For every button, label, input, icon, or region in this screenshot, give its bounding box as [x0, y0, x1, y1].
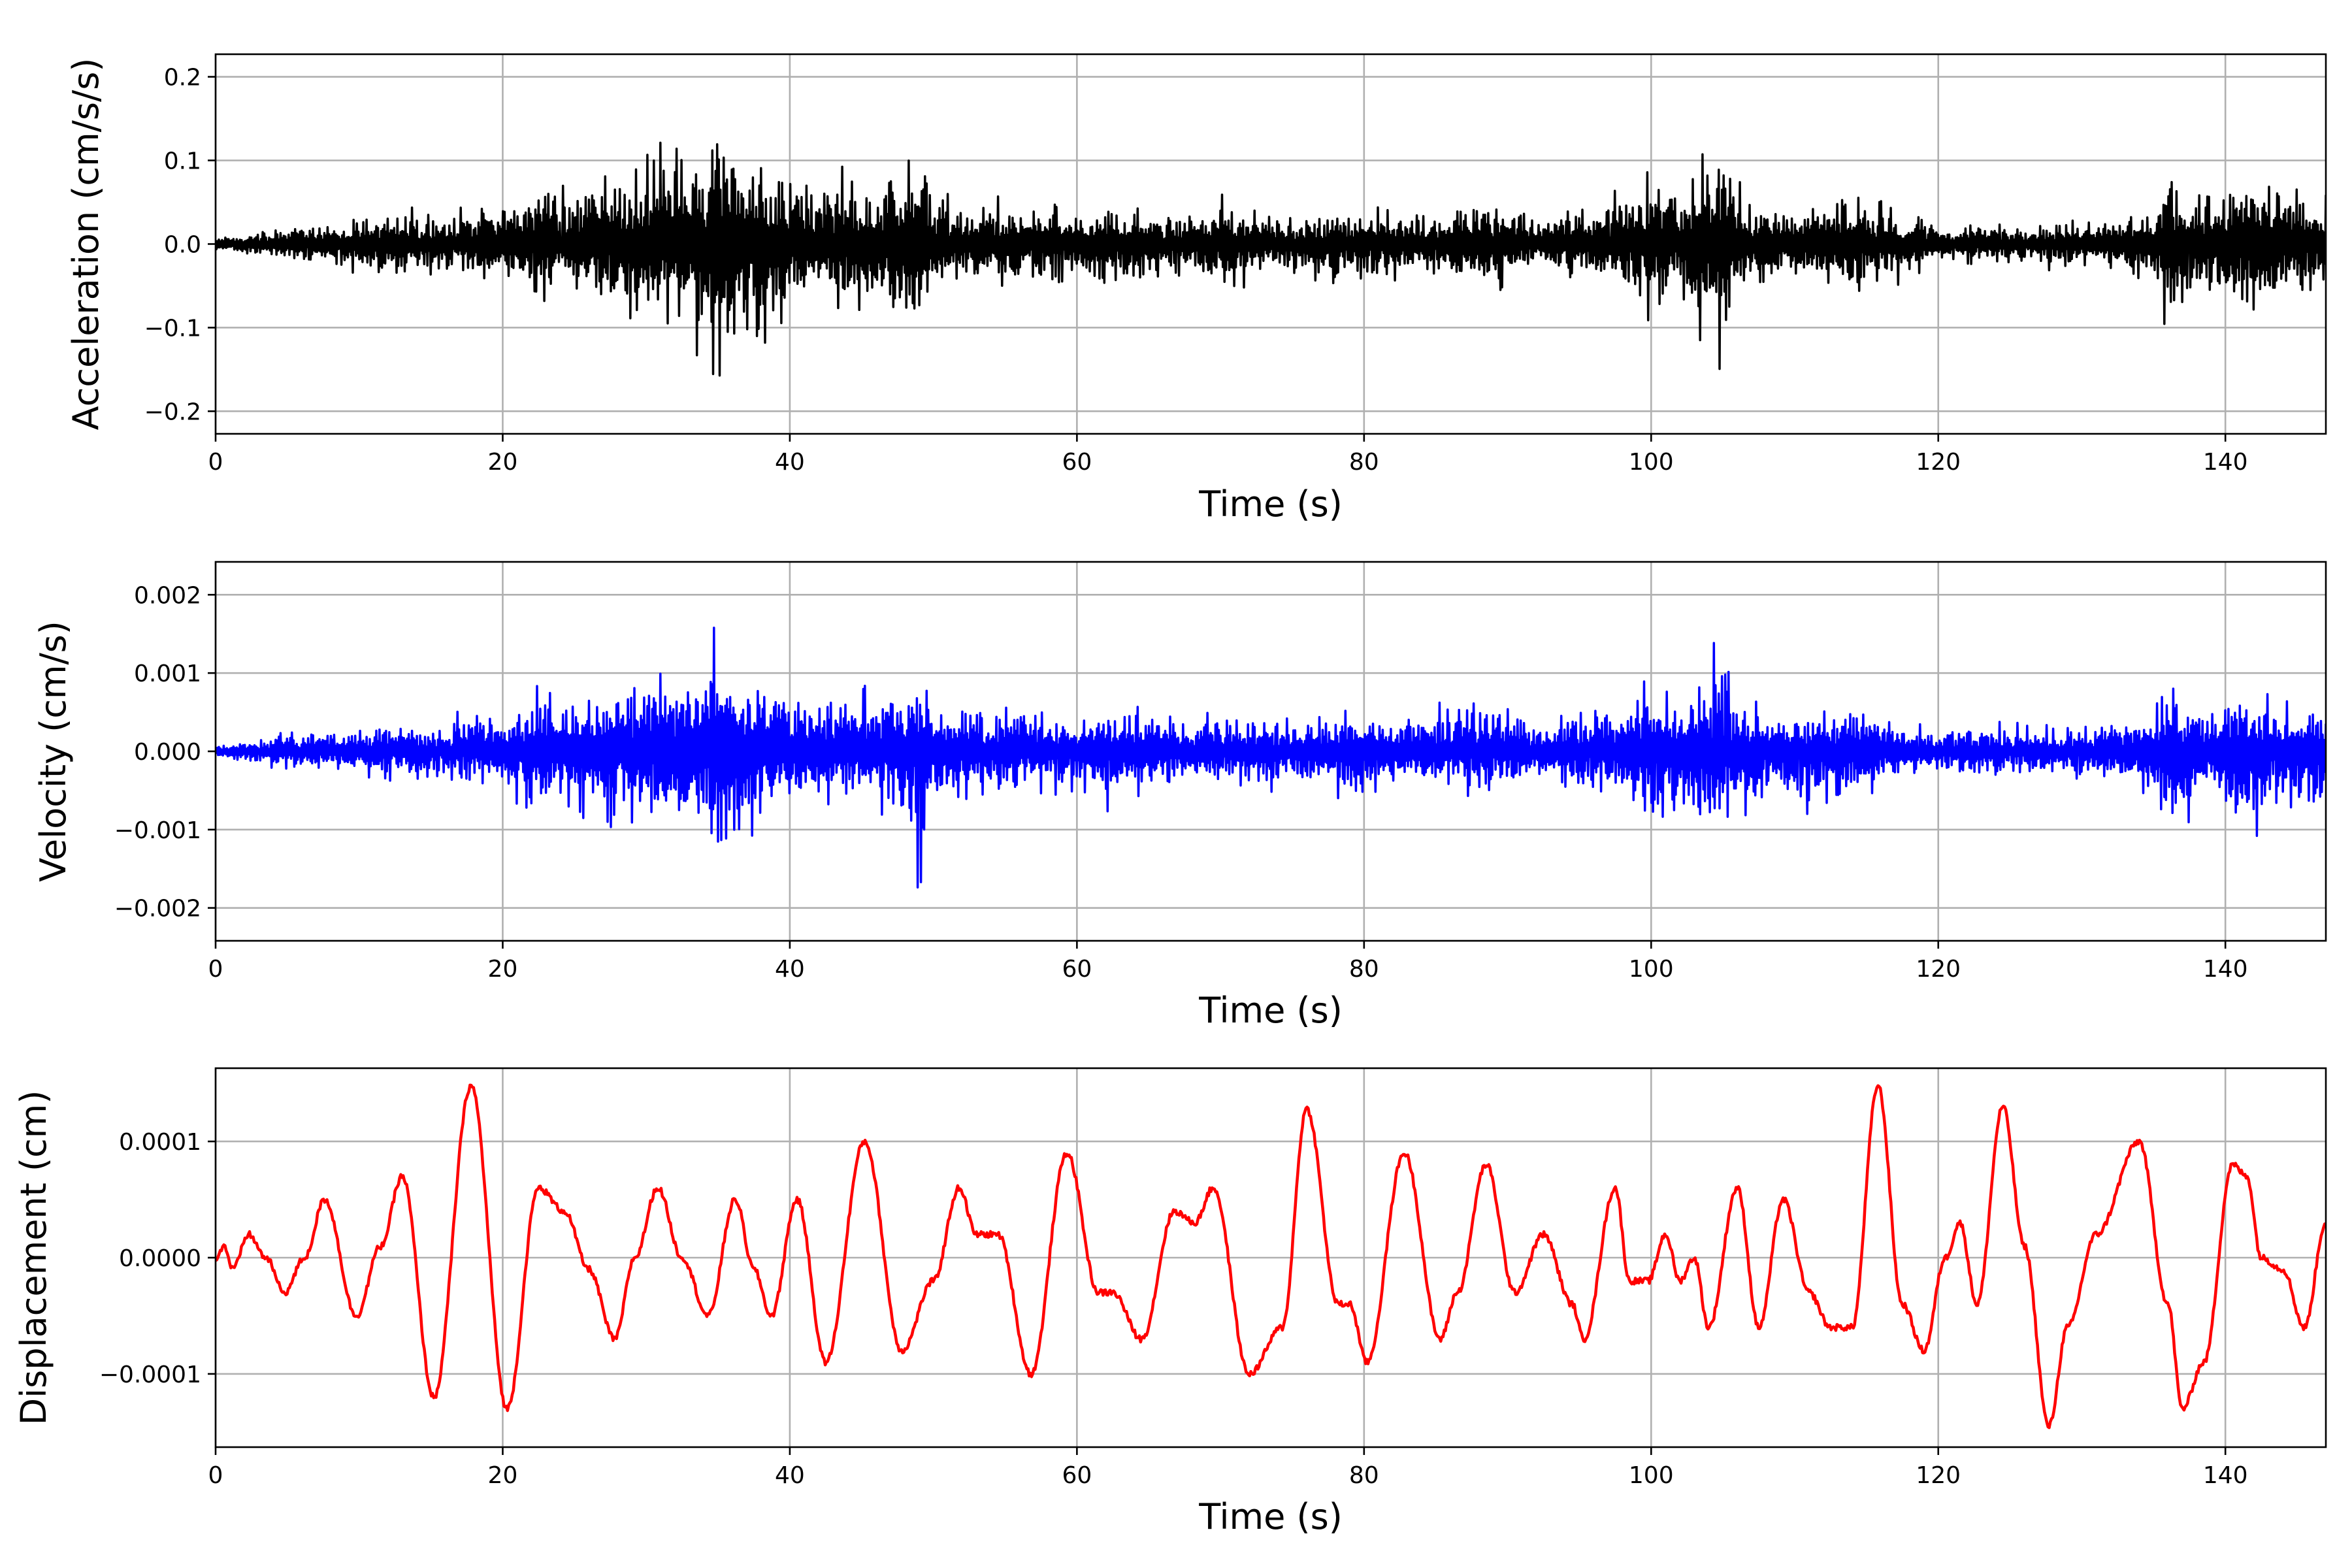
displacement-xtick-label-0: 0: [208, 1462, 223, 1489]
velocity-ytick-label-0: −0.002: [114, 896, 201, 923]
displacement-xtick-label-2: 40: [775, 1462, 805, 1489]
velocity-xtick-label-6: 120: [1916, 956, 1961, 983]
displacement-xtick-label-1: 20: [488, 1462, 518, 1489]
velocity-xtick-label-7: 140: [2203, 956, 2248, 983]
displacement-panel: 0 20 40 60 80 100 120 140 −0.0001 0.0000 0.0001 Tim…: [13, 1067, 2327, 1537]
displacement-ytick-label-0: −0.0001: [99, 1362, 201, 1388]
acceleration-xtick-label-1: 20: [488, 449, 518, 476]
velocity-xtick-label-0: 0: [208, 956, 223, 983]
displacement-xtick-label-5: 100: [1629, 1462, 1674, 1489]
velocity-ytick-label-1: −0.001: [114, 817, 201, 844]
displacement-series-line: [216, 1083, 2326, 1429]
velocity-ytick-label-2: 0.000: [134, 739, 201, 766]
acceleration-xtick-label-4: 80: [1349, 449, 1379, 476]
acceleration-ytick-label-2: 0.0: [164, 232, 201, 259]
acceleration-xtick-label-5: 100: [1629, 449, 1674, 476]
velocity-x-axis-label: Time (s): [1198, 990, 1343, 1031]
velocity-series-line: [216, 627, 2326, 889]
acceleration-xtick-label-2: 40: [775, 449, 805, 476]
acceleration-series-line: [216, 141, 2326, 377]
displacement-ytick-label-2: 0.0001: [119, 1129, 201, 1156]
velocity-xtick-label-3: 60: [1062, 956, 1092, 983]
acceleration-x-axis-label: Time (s): [1198, 483, 1343, 525]
acceleration-xtick-label-7: 140: [2203, 449, 2248, 476]
displacement-x-axis-label: Time (s): [1198, 1496, 1343, 1537]
acceleration-panel: 0 20 40 60 80 100 120 140 −0.2 −0.1 0.0 0.1 0.2 Time …: [65, 53, 2327, 525]
acceleration-ytick-label-0: −0.2: [144, 399, 201, 425]
displacement-xtick-label-6: 120: [1916, 1462, 1961, 1489]
velocity-xtick-label-1: 20: [488, 956, 518, 983]
displacement-y-axis-label: Displacement (cm): [13, 1090, 54, 1426]
velocity-ytick-label-4: 0.002: [134, 582, 201, 609]
velocity-ytick-label-3: 0.001: [134, 661, 201, 687]
acceleration-xtick-label-3: 60: [1062, 449, 1092, 476]
acceleration-ytick-label-4: 0.2: [164, 65, 201, 91]
displacement-xtick-label-7: 140: [2203, 1462, 2248, 1489]
displacement-xtick-label-3: 60: [1062, 1462, 1092, 1489]
acceleration-y-axis-label: Acceleration (cm/s/s): [65, 58, 106, 431]
displacement-ytick-label-1: 0.0000: [119, 1245, 201, 1272]
displacement-xtick-label-4: 80: [1349, 1462, 1379, 1489]
velocity-xtick-label-5: 100: [1629, 956, 1674, 983]
velocity-panel: 0 20 40 60 80 100 120 140 −0.002 −0.001 0.000 0.001…: [33, 561, 2327, 1031]
velocity-y-axis-label: Velocity (cm/s): [33, 621, 74, 882]
acceleration-xtick-label-6: 120: [1916, 449, 1961, 476]
velocity-xtick-label-2: 40: [775, 956, 805, 983]
velocity-xtick-label-4: 80: [1349, 956, 1379, 983]
acceleration-ytick-label-3: 0.1: [164, 148, 201, 175]
acceleration-xtick-label-0: 0: [208, 449, 223, 476]
acceleration-ytick-label-1: −0.1: [144, 315, 201, 342]
